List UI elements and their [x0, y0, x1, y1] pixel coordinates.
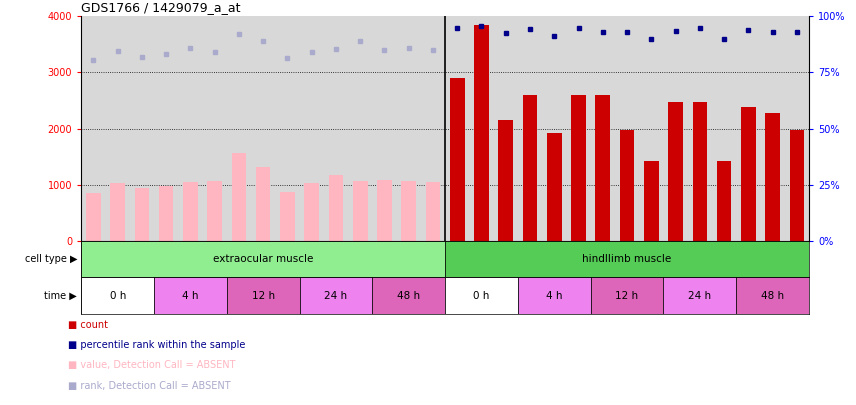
Bar — [425, 182, 440, 241]
Text: time ▶: time ▶ — [45, 291, 77, 301]
Text: 24 h: 24 h — [324, 291, 348, 301]
Bar — [571, 95, 586, 241]
Bar — [765, 113, 780, 241]
Bar — [596, 95, 610, 241]
Bar — [789, 130, 804, 241]
Bar — [620, 130, 634, 241]
Text: hindllimb muscle: hindllimb muscle — [582, 254, 672, 264]
Bar — [663, 277, 736, 314]
Bar — [736, 277, 809, 314]
Bar — [256, 167, 270, 241]
Bar — [110, 183, 125, 241]
Bar — [518, 277, 591, 314]
Bar — [377, 180, 392, 241]
Text: cell type ▶: cell type ▶ — [25, 254, 77, 264]
Bar — [154, 277, 227, 314]
Bar — [81, 241, 445, 277]
Bar — [232, 153, 247, 241]
Bar — [716, 161, 731, 241]
Bar — [693, 102, 707, 241]
Text: ■ count: ■ count — [68, 320, 109, 330]
Bar — [183, 182, 198, 241]
Bar — [445, 241, 809, 277]
Text: ■ value, Detection Call = ABSENT: ■ value, Detection Call = ABSENT — [68, 360, 236, 371]
Bar — [134, 188, 149, 241]
Text: 24 h: 24 h — [688, 291, 711, 301]
Bar — [300, 277, 372, 314]
Text: 4 h: 4 h — [182, 291, 199, 301]
Bar — [741, 107, 756, 241]
Text: 0 h: 0 h — [473, 291, 490, 301]
Text: 0 h: 0 h — [110, 291, 126, 301]
Bar — [445, 277, 518, 314]
Bar — [305, 183, 319, 241]
Bar — [280, 192, 294, 241]
Bar — [86, 193, 101, 241]
Bar — [401, 181, 416, 241]
Bar — [159, 186, 174, 241]
Text: extraocular muscle: extraocular muscle — [213, 254, 313, 264]
Text: 48 h: 48 h — [397, 291, 420, 301]
Text: GDS1766 / 1429079_a_at: GDS1766 / 1429079_a_at — [81, 1, 241, 14]
Text: 12 h: 12 h — [252, 291, 275, 301]
Bar — [523, 95, 538, 241]
Bar — [207, 181, 222, 241]
Text: 48 h: 48 h — [761, 291, 784, 301]
Bar — [329, 175, 343, 241]
Bar — [474, 25, 489, 241]
Bar — [498, 120, 513, 241]
Bar — [644, 161, 658, 241]
Text: ■ percentile rank within the sample: ■ percentile rank within the sample — [68, 340, 246, 350]
Text: ■ rank, Detection Call = ABSENT: ■ rank, Detection Call = ABSENT — [68, 381, 231, 391]
Bar — [227, 277, 300, 314]
Bar — [547, 133, 562, 241]
Bar — [353, 181, 367, 241]
Bar — [81, 277, 154, 314]
Text: 4 h: 4 h — [546, 291, 562, 301]
Bar — [372, 277, 445, 314]
Bar — [591, 277, 663, 314]
Text: 12 h: 12 h — [615, 291, 639, 301]
Bar — [450, 78, 465, 241]
Bar — [669, 102, 683, 241]
